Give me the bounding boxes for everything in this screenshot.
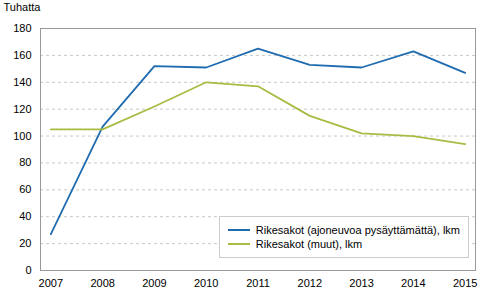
svg-text:160: 160: [13, 49, 31, 61]
svg-text:40: 40: [19, 210, 31, 222]
svg-text:20: 20: [19, 237, 31, 249]
svg-text:2013: 2013: [349, 277, 373, 289]
svg-text:2009: 2009: [142, 277, 166, 289]
html-text:Rikesakot (muut), lkm: Rikesakot (muut), lkm: [255, 238, 363, 250]
svg-text:2010: 2010: [194, 277, 218, 289]
svg-text:0: 0: [25, 264, 31, 276]
svg-text:100: 100: [13, 130, 31, 142]
svg-text:Tuhatta: Tuhatta: [4, 1, 42, 13]
svg-text:2011: 2011: [246, 277, 270, 289]
svg-text:2014: 2014: [401, 277, 425, 289]
svg-text:60: 60: [19, 183, 31, 195]
svg-text:80: 80: [19, 156, 31, 168]
svg-text:180: 180: [13, 22, 31, 34]
svg-text:2008: 2008: [90, 277, 114, 289]
html-text:Rikesakot (ajoneuvoa pysäyttäm: Rikesakot (ajoneuvoa pysäyttämättä), lkm: [255, 224, 460, 236]
svg-text:2015: 2015: [453, 277, 477, 289]
svg-text:2012: 2012: [298, 277, 322, 289]
svg-text:140: 140: [13, 76, 31, 88]
svg-text:120: 120: [13, 103, 31, 115]
svg-text:2007: 2007: [39, 277, 63, 289]
